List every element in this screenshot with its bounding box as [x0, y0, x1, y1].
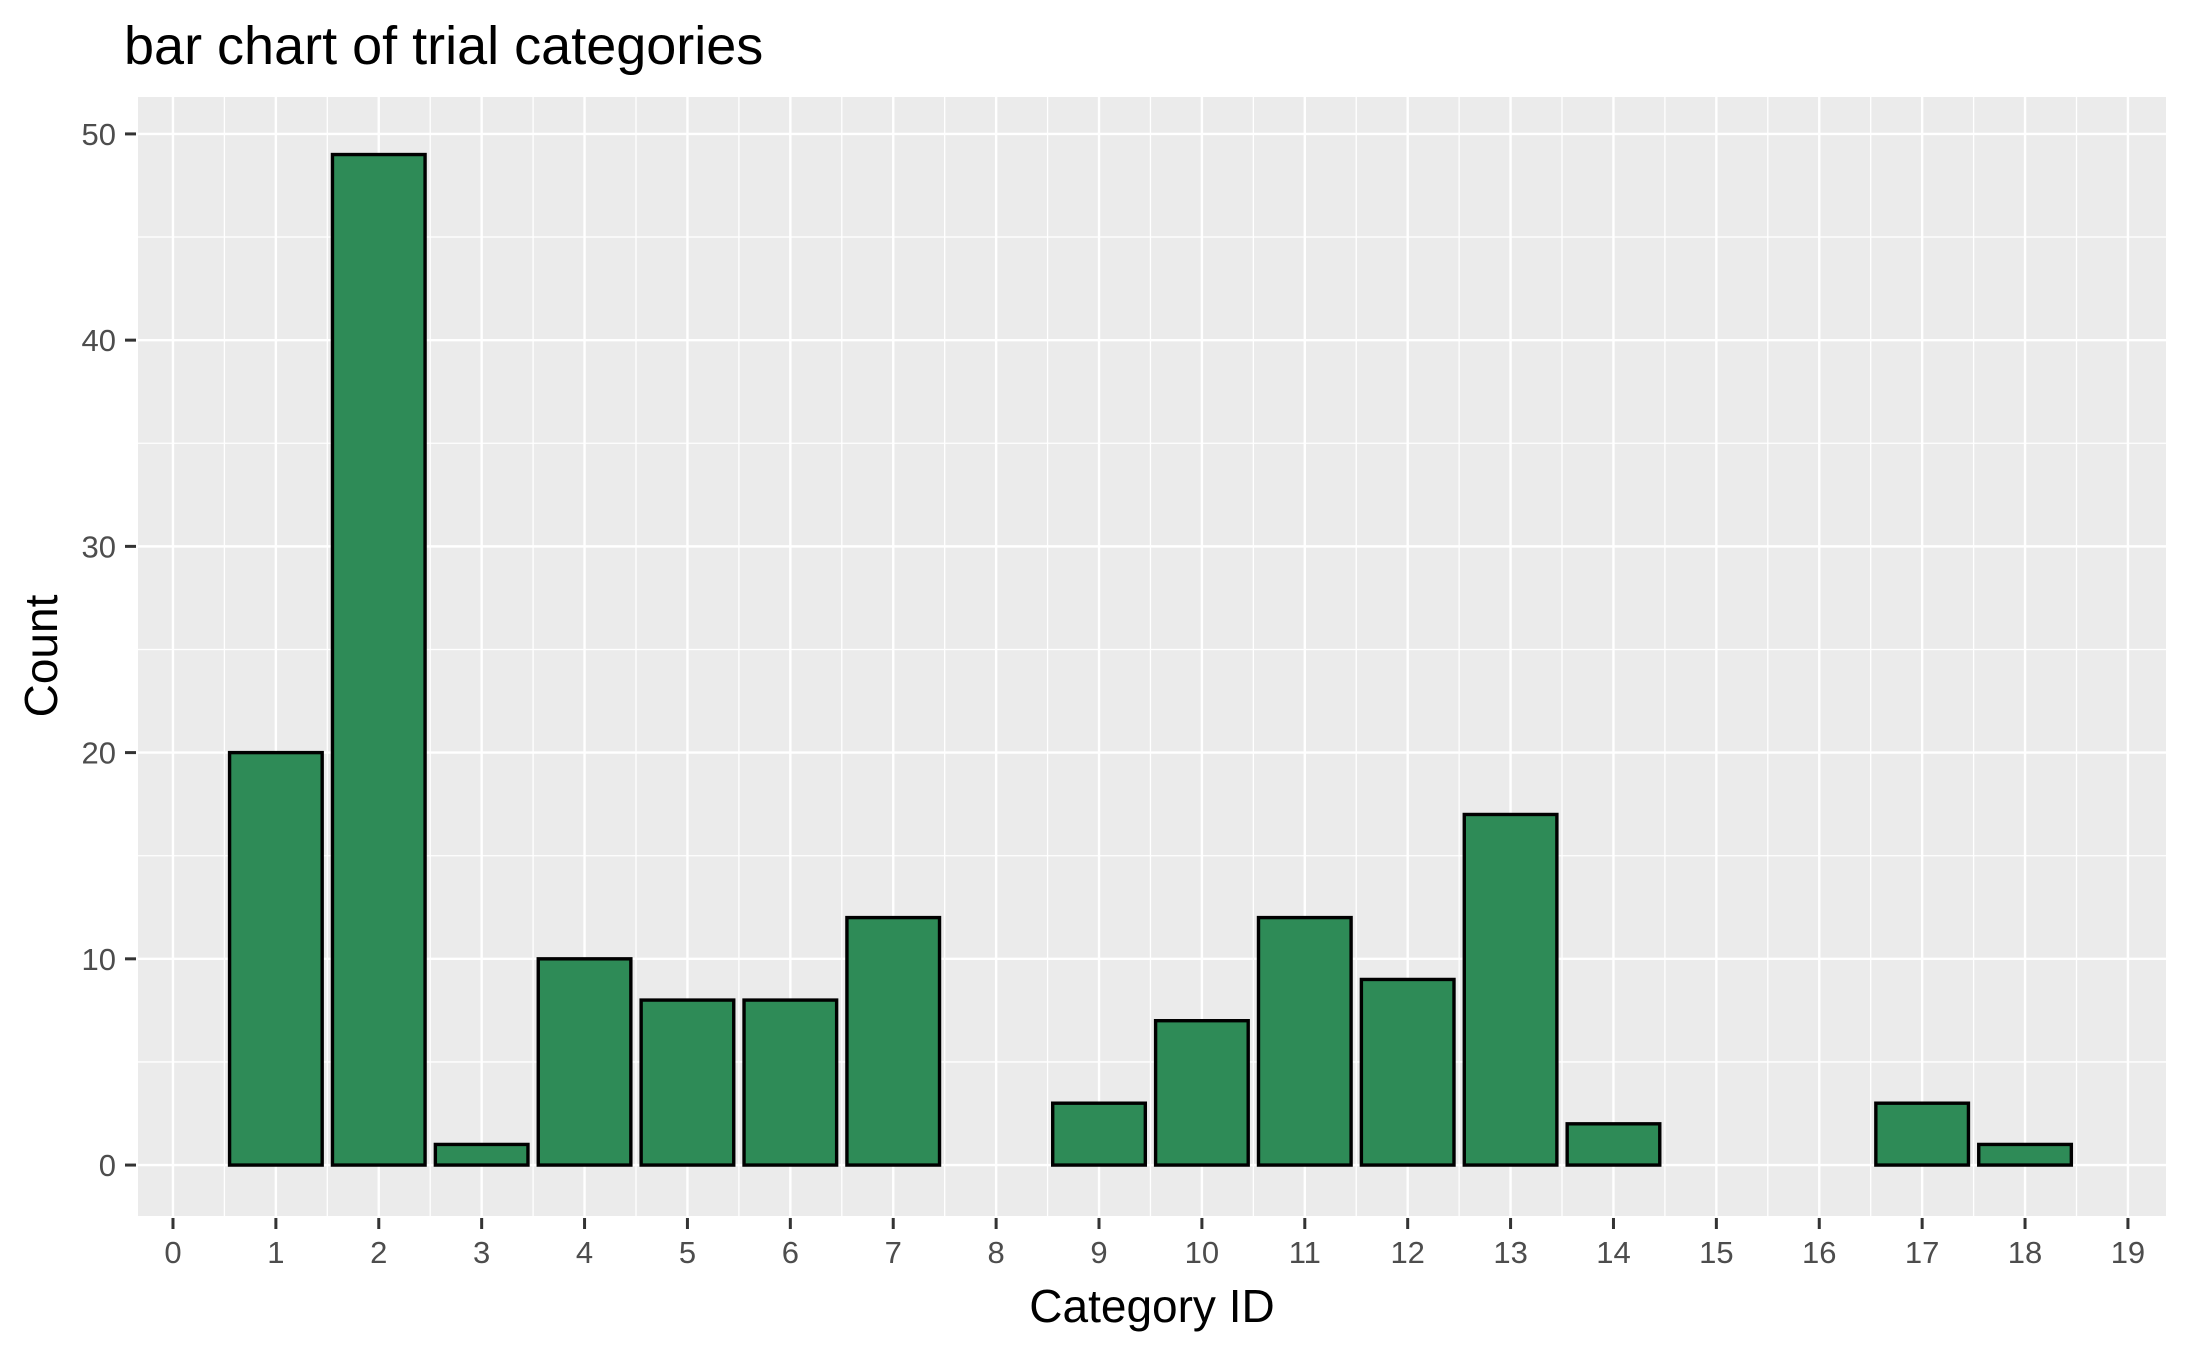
bar-category-14	[1565, 1122, 1662, 1167]
x-tick-label: 6	[782, 1235, 799, 1270]
bar-category-9	[1051, 1101, 1148, 1167]
x-axis-title: Category ID	[1029, 1280, 1274, 1332]
y-tick-label: 10	[82, 942, 116, 977]
axis-tick-labels: 0 1 2 3 4 5 6 7 8 9 10 11 12 13 14 15 16 17 18 190102030405…	[82, 117, 2146, 1270]
x-tick-label: 8	[987, 1235, 1004, 1270]
x-tick-label: 19	[2111, 1235, 2145, 1270]
x-tick-label: 12	[1390, 1235, 1424, 1270]
x-tick-label: 5	[679, 1235, 696, 1270]
x-tick-label: 2	[370, 1235, 387, 1270]
bar-category-5	[639, 998, 736, 1167]
x-tick-label: 15	[1699, 1235, 1733, 1270]
bar-category-12	[1359, 977, 1456, 1167]
panel-background	[138, 97, 2166, 1216]
x-tick-label: 14	[1596, 1235, 1630, 1270]
x-tick-label: 1	[267, 1235, 284, 1270]
bar-category-11	[1256, 915, 1353, 1167]
y-tick-label: 20	[82, 736, 116, 771]
x-tick-label: 13	[1493, 1235, 1527, 1270]
x-tick-label: 7	[885, 1235, 902, 1270]
x-tick-label: 17	[1905, 1235, 1939, 1270]
bar-category-10	[1153, 1019, 1250, 1167]
bar-category-3	[433, 1142, 530, 1167]
bars	[227, 152, 2074, 1167]
bar-category-13	[1462, 812, 1559, 1167]
chart-title: bar chart of trial categories	[124, 16, 763, 76]
plot-panel	[138, 97, 2166, 1216]
x-tick-label: 16	[1802, 1235, 1836, 1270]
x-tick-label: 4	[576, 1235, 593, 1270]
y-tick-label: 50	[82, 117, 116, 152]
minor-gridlines	[138, 97, 2166, 1216]
x-tick-label: 10	[1185, 1235, 1219, 1270]
bar-category-18	[1977, 1142, 2074, 1167]
bar-category-7	[845, 915, 942, 1167]
axis-tick-marks	[125, 132, 2130, 1229]
y-tick-label: 40	[82, 323, 116, 358]
y-tick-label: 30	[82, 529, 116, 564]
y-tick-label: 0	[99, 1148, 116, 1183]
bar-category-4	[536, 957, 633, 1167]
x-tick-label: 11	[1289, 1235, 1321, 1270]
x-tick-label: 9	[1090, 1235, 1107, 1270]
x-tick-label: 0	[164, 1235, 181, 1270]
y-axis-title: Count	[15, 594, 67, 717]
x-tick-label: 18	[2008, 1235, 2042, 1270]
x-tick-label: 3	[473, 1235, 490, 1270]
bar-category-2	[330, 152, 427, 1167]
bar-category-17	[1874, 1101, 1971, 1167]
bar-category-1	[227, 750, 324, 1167]
bar-category-6	[742, 998, 839, 1167]
